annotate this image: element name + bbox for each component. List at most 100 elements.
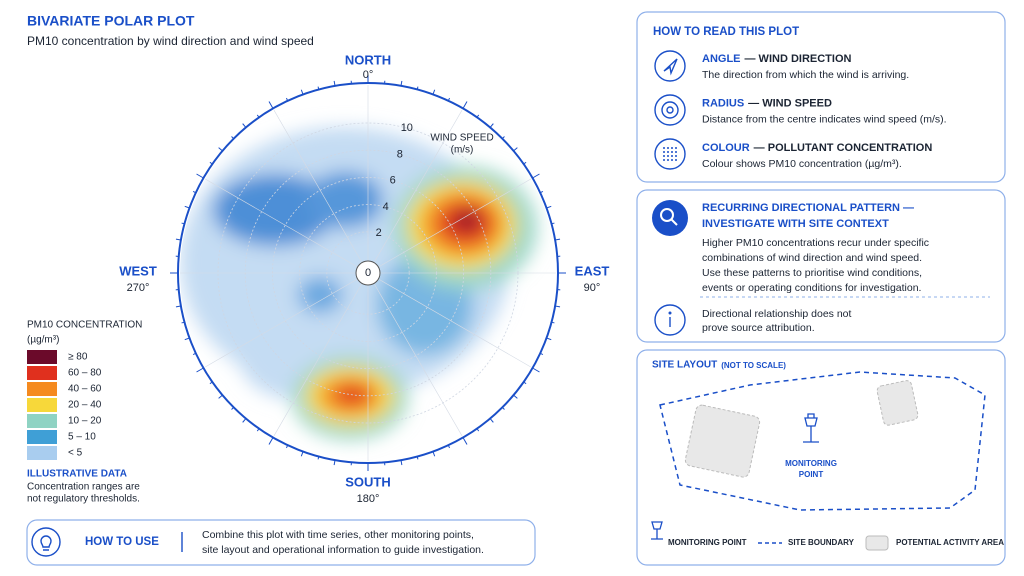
pattern-card	[636, 189, 1006, 343]
compass-ticks	[170, 75, 566, 471]
item-key: RADIUS	[702, 97, 744, 109]
compass-tick	[546, 205, 552, 209]
dot	[671, 151, 673, 153]
item-heading: — POLLUTANT CONCENTRATION	[754, 142, 933, 154]
compass-tick	[218, 147, 223, 152]
grid-ring	[244, 149, 492, 397]
dot	[675, 159, 677, 161]
compass-tick	[416, 456, 419, 460]
dot	[671, 155, 673, 157]
spoke	[273, 272, 369, 436]
direction-label: NORTH	[345, 52, 391, 67]
card-title: HOW TO READ THIS PLOT	[653, 26, 799, 38]
legend-label: 20 – 40	[68, 400, 102, 411]
activity-area	[684, 404, 761, 478]
compass-tick	[513, 394, 518, 399]
compass-tick	[300, 451, 304, 457]
compass-tick	[539, 190, 544, 194]
compass-tick	[462, 437, 468, 445]
search-icon	[652, 200, 688, 236]
spoke	[205, 272, 369, 368]
compass-tick	[256, 114, 260, 118]
direction-label: SOUTH	[345, 474, 391, 489]
spoke	[205, 178, 369, 274]
compass-tick	[196, 367, 204, 373]
compass-tick	[181, 222, 185, 225]
radial-tick-label: 6	[390, 175, 396, 187]
direction-degrees: 0°	[363, 69, 374, 81]
note-text: Concentration ranges are	[27, 482, 140, 493]
compass-tick	[400, 460, 403, 466]
item-key: COLOUR	[702, 142, 750, 154]
site-legend: MONITORING POINT	[668, 538, 747, 547]
legend-swatch	[27, 350, 57, 364]
item-text: The direction from which the wind is arr…	[702, 69, 909, 81]
legend-title: (µg/m³)	[27, 335, 59, 346]
area-key	[865, 535, 889, 551]
caveat: Directional relationship does not	[702, 308, 852, 320]
compass-tick	[501, 406, 505, 410]
dot	[671, 147, 673, 149]
compass-tick	[268, 101, 274, 109]
pattern-body: Use these patterns to prioritise wind co…	[702, 267, 922, 279]
compass-tick	[317, 456, 320, 460]
direction-label: EAST	[575, 263, 610, 278]
dot	[667, 159, 669, 161]
compass-tick	[192, 352, 197, 356]
read-card	[636, 11, 1006, 183]
item-key: ANGLE	[702, 53, 741, 65]
note-text: not regulatory thresholds.	[27, 494, 140, 505]
radial-tick-label: 8	[397, 148, 403, 160]
legend-swatch	[27, 430, 57, 444]
compass-tick	[209, 161, 213, 165]
centre	[355, 260, 381, 286]
grid-ring	[271, 176, 464, 369]
site-legend: SITE BOUNDARY	[788, 538, 855, 547]
compass-tick	[447, 444, 451, 449]
compass-tick	[539, 352, 544, 356]
legend-title: PM10 CONCENTRATION	[27, 320, 142, 331]
compass-tick	[432, 89, 436, 95]
direction-degrees: 180°	[357, 493, 380, 505]
compass-tick	[231, 136, 235, 140]
icons	[31, 50, 686, 557]
subtitle: PM10 concentration by wind direction and…	[27, 34, 314, 48]
compass-tick	[256, 428, 260, 432]
item-heading: — WIND DIRECTION	[745, 53, 852, 65]
dot	[675, 151, 677, 153]
compass-tick	[196, 173, 204, 179]
radius-label: WIND SPEED	[430, 133, 493, 144]
legend-label: 5 – 10	[68, 432, 96, 443]
spoke	[367, 272, 463, 436]
dot	[667, 147, 669, 149]
compass-tick	[242, 418, 247, 423]
compass-tick	[192, 190, 197, 194]
dot	[663, 159, 665, 161]
dot	[667, 155, 669, 157]
legend-label: ≥ 80	[68, 352, 88, 363]
dot	[671, 159, 673, 161]
item-text: Colour shows PM10 concentration (µg/m³).	[702, 158, 902, 170]
compass-tick	[317, 86, 320, 90]
compass-tick	[551, 222, 555, 225]
site-title-note: (NOT TO SCALE)	[721, 361, 786, 370]
compass-tick	[184, 205, 190, 209]
title: BIVARIATE POLAR PLOT	[27, 13, 195, 29]
site-legend: POTENTIAL ACTIVITY AREA	[896, 538, 1004, 547]
texts: 0 2 4 6 8 10 WIND SPEED(m/s) NORTH 0° EAST 90° SOUT…	[27, 13, 1004, 556]
compass-tick	[416, 86, 419, 90]
compass-tick	[333, 80, 336, 86]
radial-tick-label: 10	[401, 122, 413, 134]
radial-tick-label: 4	[383, 201, 389, 213]
grid-ring	[326, 231, 410, 315]
direction-degrees: 270°	[127, 282, 150, 294]
monitor-label: MONITORING	[785, 459, 837, 468]
compass-tick	[523, 381, 527, 385]
use-text: site layout and operational information …	[202, 544, 484, 556]
compass-tick	[532, 367, 540, 373]
pattern-heading: INVESTIGATE WITH SITE CONTEXT	[702, 218, 889, 230]
grid-ring	[299, 204, 437, 342]
compass-tick	[300, 89, 304, 95]
compass-tick	[555, 305, 561, 308]
